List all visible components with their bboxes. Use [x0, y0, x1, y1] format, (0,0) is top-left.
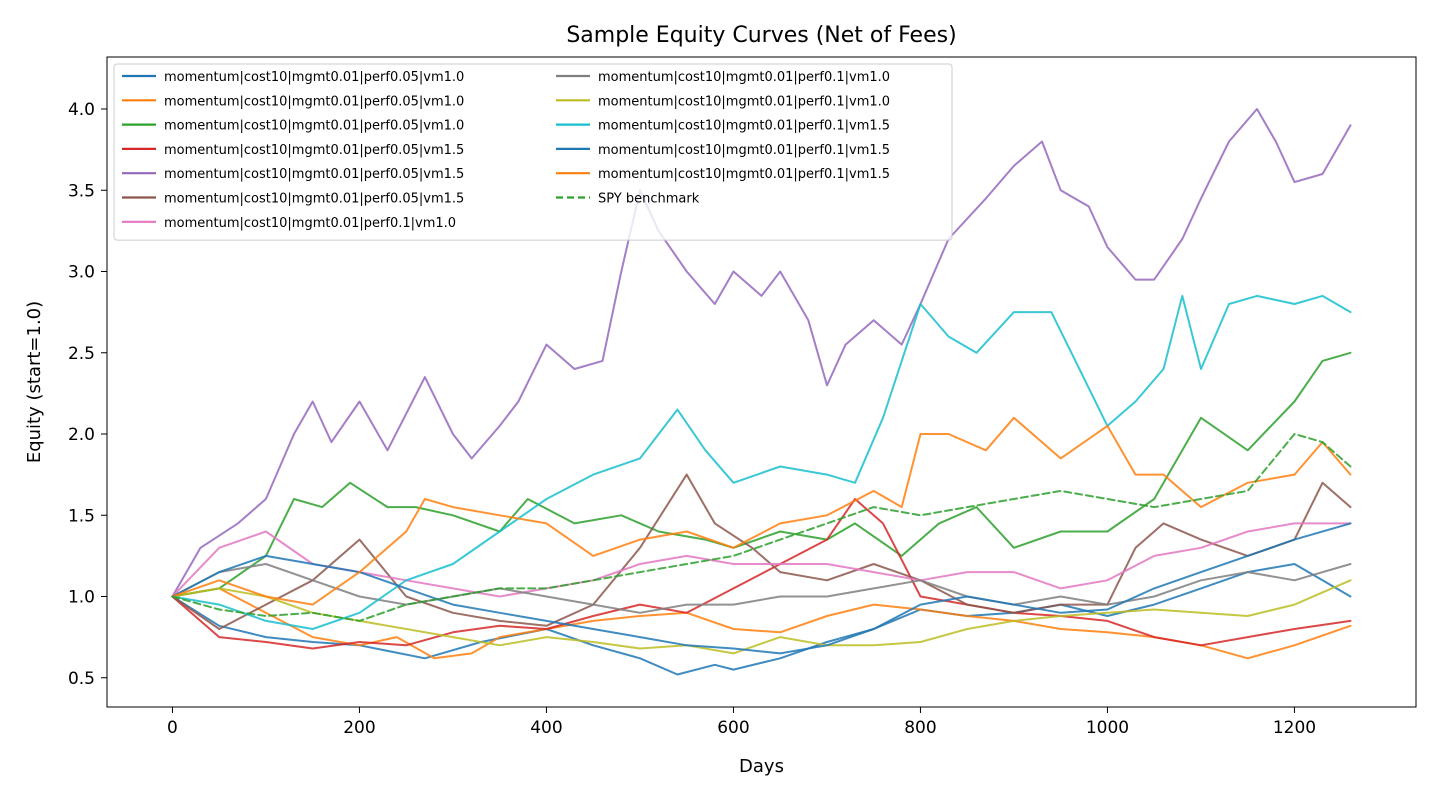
y-tick: 3.5 [68, 181, 107, 201]
y-tick-label: 2.0 [68, 425, 95, 445]
legend-box [113, 63, 953, 241]
legend-label: momentum|cost10|mgmt0.01|perf0.05|vm1.0 [164, 119, 464, 134]
legend-entry: SPY benchmark [556, 192, 700, 207]
legend-entry: momentum|cost10|mgmt0.01|perf0.05|vm1.0 [122, 119, 464, 134]
y-tick: 0.5 [68, 669, 107, 689]
axes-frame [106, 56, 1417, 708]
series-line-8 [171, 563, 1352, 614]
series-line-10 [171, 294, 1352, 630]
x-tick-label: 400 [530, 718, 562, 738]
legend-entry: momentum|cost10|mgmt0.01|perf0.1|vm1.5 [556, 119, 890, 134]
x-tick: 600 [717, 707, 750, 738]
x-tick-label: 200 [343, 718, 375, 738]
series-line-7 [171, 522, 1352, 598]
y-tick-label: 0.5 [68, 669, 95, 689]
y-tick: 1.5 [68, 506, 107, 526]
y-tick-label: 1.0 [68, 588, 95, 608]
x-tick: 1200 [1273, 707, 1316, 738]
legend-label: momentum|cost10|mgmt0.01|perf0.05|vm1.5 [164, 143, 464, 158]
series-line-12 [171, 416, 1352, 606]
legend-label: SPY benchmark [598, 192, 700, 207]
chart-title: Sample Equity Curves (Net of Fees) [566, 23, 956, 48]
y-tick-label: 3.0 [68, 263, 95, 283]
legend-label: momentum|cost10|mgmt0.01|perf0.05|vm1.0 [164, 94, 464, 109]
series-line-9 [171, 579, 1352, 655]
legend-entry: momentum|cost10|mgmt0.01|perf0.05|vm1.5 [122, 167, 464, 182]
plot-series-group [171, 108, 1352, 676]
legend-entry: momentum|cost10|mgmt0.01|perf0.05|vm1.0 [122, 70, 464, 85]
y-tick: 2.0 [68, 425, 107, 445]
legend-label: momentum|cost10|mgmt0.01|perf0.05|vm1.5 [164, 167, 464, 182]
y-tick: 2.5 [68, 344, 107, 364]
x-tick: 1000 [1086, 707, 1129, 738]
x-tick: 0 [167, 707, 178, 738]
legend-entry: momentum|cost10|mgmt0.01|perf0.1|vm1.0 [556, 94, 890, 109]
legend-label: momentum|cost10|mgmt0.01|perf0.05|vm1.0 [164, 70, 464, 85]
x-axis-label: Days [739, 756, 784, 777]
legend-entry: momentum|cost10|mgmt0.01|perf0.05|vm1.5 [122, 143, 464, 158]
legend-label: momentum|cost10|mgmt0.01|perf0.1|vm1.5 [598, 119, 890, 134]
y-tick: 4.0 [68, 100, 107, 120]
legend-label: momentum|cost10|mgmt0.01|perf0.1|vm1.0 [164, 216, 456, 231]
legend-entry: momentum|cost10|mgmt0.01|perf0.05|vm1.5 [122, 192, 464, 207]
legend-entry: momentum|cost10|mgmt0.01|perf0.1|vm1.0 [122, 216, 456, 231]
y-tick-label: 3.5 [68, 181, 95, 201]
y-tick-label: 4.0 [68, 100, 95, 120]
y-tick: 1.0 [68, 588, 107, 608]
legend-label: momentum|cost10|mgmt0.01|perf0.1|vm1.5 [598, 167, 890, 182]
x-tick-label: 1200 [1273, 718, 1316, 738]
y-tick-label: 2.5 [68, 344, 95, 364]
x-axis-ticks: 0 200 400 600 800 1000 1200 [167, 707, 1316, 738]
series-line-5 [171, 108, 1352, 598]
series-line-11 [171, 522, 1352, 655]
x-tick: 800 [904, 707, 937, 738]
y-tick: 3.0 [68, 263, 107, 283]
x-tick-label: 800 [904, 718, 936, 738]
legend-label: momentum|cost10|mgmt0.01|perf0.1|vm1.0 [598, 70, 890, 85]
legend-label: momentum|cost10|mgmt0.01|perf0.1|vm1.0 [598, 94, 890, 109]
legend-entry: momentum|cost10|mgmt0.01|perf0.05|vm1.0 [122, 94, 464, 109]
y-tick-label: 1.5 [68, 506, 95, 526]
x-tick: 200 [343, 707, 376, 738]
y-axis-label: Equity (start=1.0) [24, 301, 45, 463]
x-tick-label: 600 [717, 718, 749, 738]
series-line-13 [171, 433, 1352, 622]
legend-entry: momentum|cost10|mgmt0.01|perf0.1|vm1.0 [556, 70, 890, 85]
legend-entry: momentum|cost10|mgmt0.01|perf0.1|vm1.5 [556, 167, 890, 182]
x-tick: 400 [530, 707, 563, 738]
series-line-1 [171, 563, 1352, 676]
legend-label: momentum|cost10|mgmt0.01|perf0.05|vm1.5 [164, 192, 464, 207]
y-axis-ticks: 0.5 1.0 1.5 2.0 2.5 3.0 3.5 4.0 [68, 100, 107, 689]
legend: momentum|cost10|mgmt0.01|perf0.05|vm1.0 m… [113, 63, 953, 241]
legend-entry: momentum|cost10|mgmt0.01|perf0.1|vm1.5 [556, 143, 890, 158]
x-tick-label: 0 [167, 718, 178, 738]
x-tick-label: 1000 [1086, 718, 1129, 738]
legend-label: momentum|cost10|mgmt0.01|perf0.1|vm1.5 [598, 143, 890, 158]
